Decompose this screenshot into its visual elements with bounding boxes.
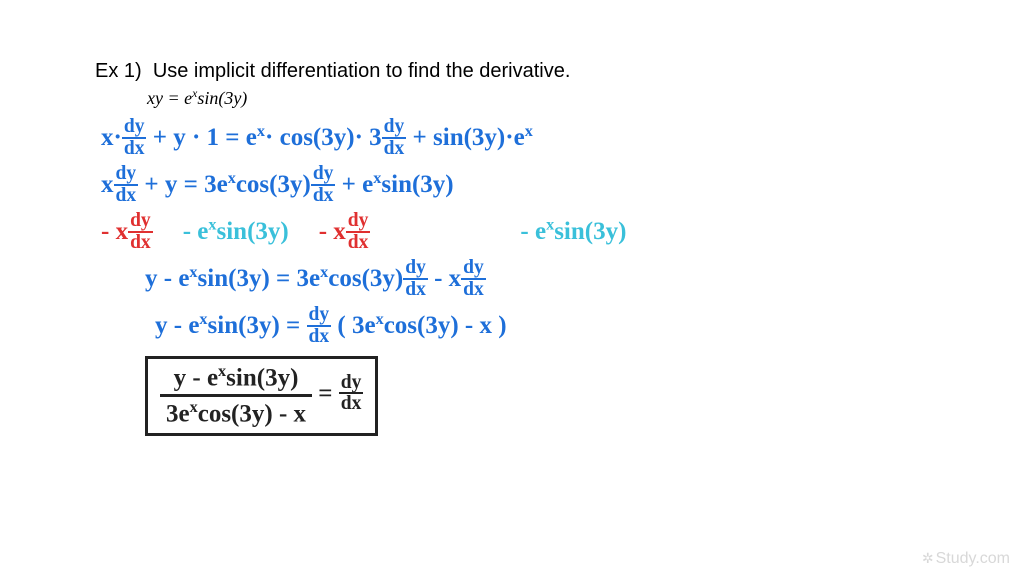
work-line-2: xdydx + y = 3excos(3y)dydx + exsin(3y) <box>101 166 945 207</box>
work-line-3: - xdydx - exsin(3y) - xdydx - exsin(3y) <box>101 213 945 254</box>
worksheet-content: Ex 1) Use implicit differentiation to fi… <box>95 60 945 436</box>
term-red-2: - xdydx <box>319 218 371 245</box>
work-line-1: x·dydx + y · 1 = ex· cos(3y)· 3dydx + si… <box>101 119 945 160</box>
answer-fraction: y - exsin(3y) 3excos(3y) - x <box>160 363 312 427</box>
gear-icon: ✲ <box>922 550 934 567</box>
answer-rhs: dydx <box>339 380 364 407</box>
work-line-5: y - exsin(3y) = dydx ( 3excos(3y) - x ) <box>155 307 945 348</box>
problem-label: Ex 1) <box>95 60 142 82</box>
work-line-4: y - exsin(3y) = 3excos(3y)dydx - xdydx <box>145 260 945 301</box>
answer-row: y - exsin(3y) 3excos(3y) - x = dydx <box>95 354 945 436</box>
term-red-1: - xdydx <box>101 218 153 245</box>
answer-denominator: 3excos(3y) - x <box>160 397 312 428</box>
watermark: ✲Study.com <box>922 550 1010 568</box>
answer-equals: = <box>318 380 332 407</box>
answer-numerator: y - exsin(3y) <box>160 363 312 397</box>
problem-text: Use implicit differentiation to find the… <box>153 60 571 82</box>
problem-prompt: Ex 1) Use implicit differentiation to fi… <box>95 60 945 83</box>
problem-equation: xy = exsin(3y) <box>147 87 945 109</box>
term-cyan-2: - exsin(3y) <box>520 218 626 245</box>
answer-box: y - exsin(3y) 3excos(3y) - x = dydx <box>145 356 378 436</box>
watermark-text: Study.com <box>936 550 1010 567</box>
term-cyan-1: - exsin(3y) <box>183 218 289 245</box>
